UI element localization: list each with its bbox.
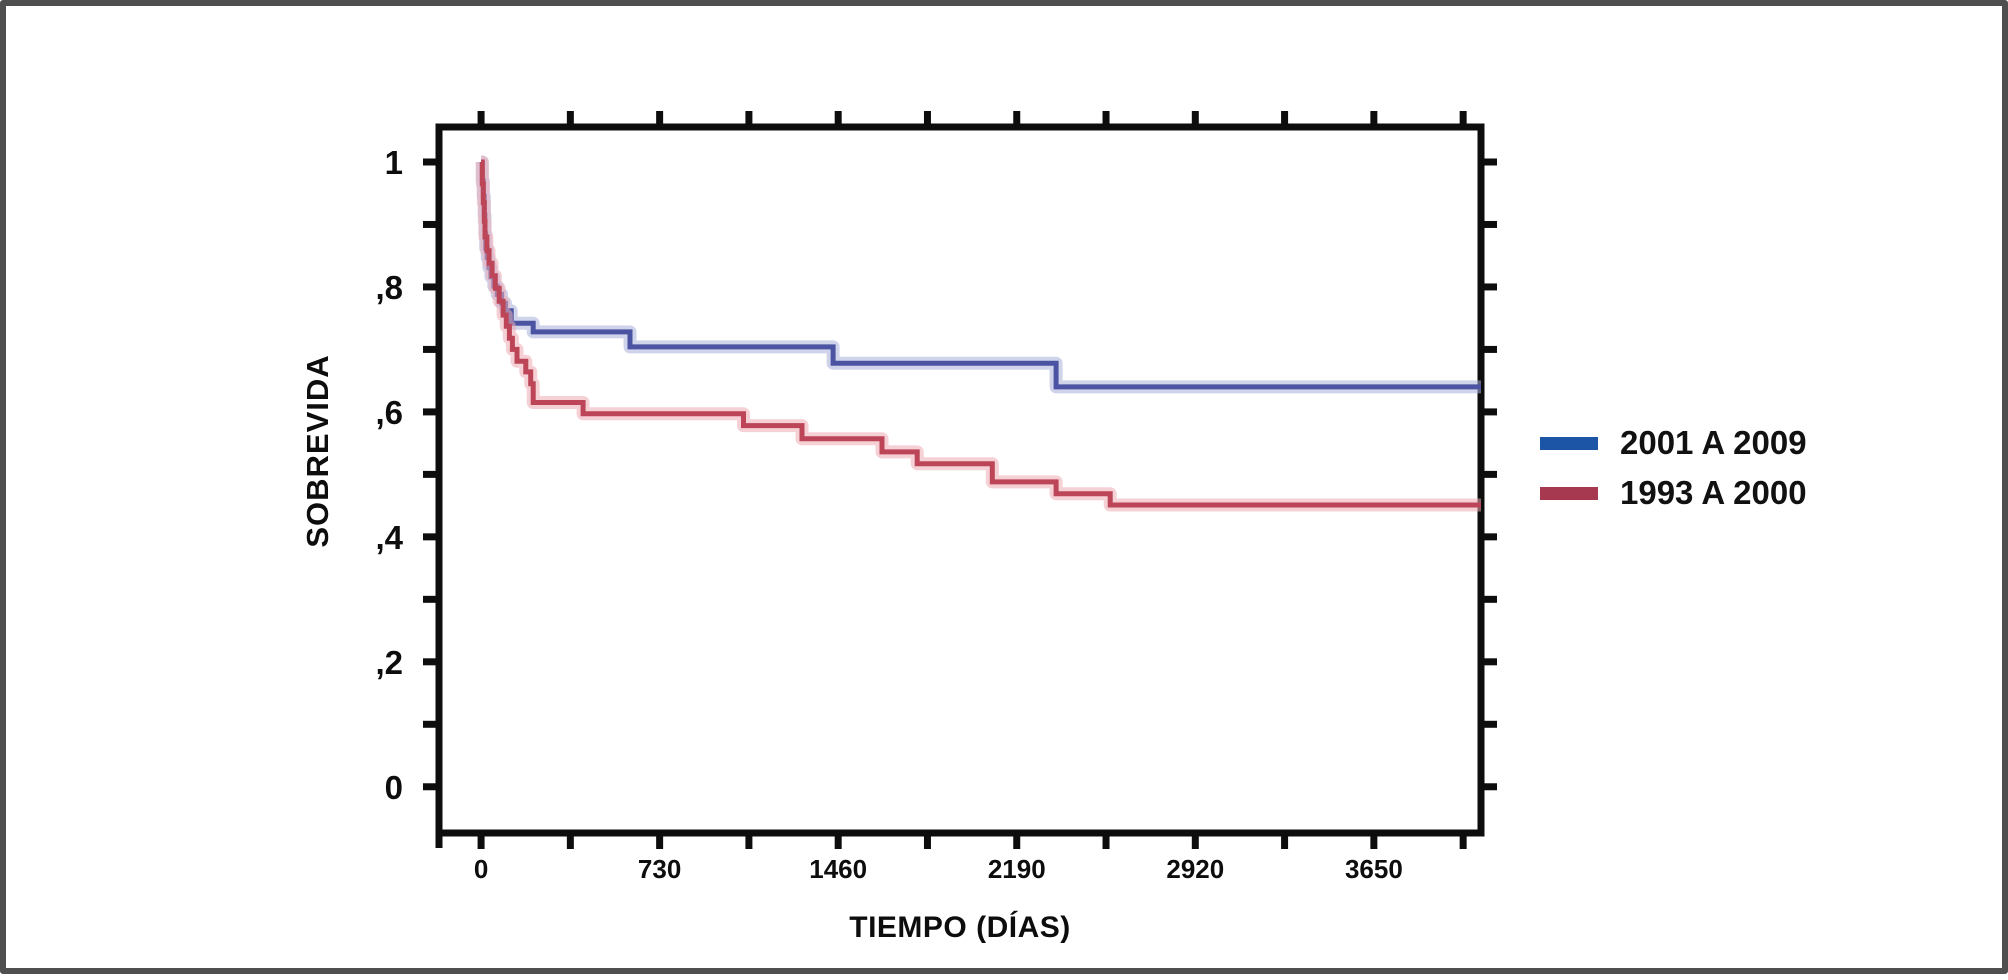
legend-item-1993-2000: 1993 A 2000 <box>1540 468 1807 518</box>
y-tick-label: 1 <box>385 144 403 181</box>
legend-item-2001-2009: 2001 A 2009 <box>1540 418 1807 468</box>
curve-1 <box>479 159 1481 508</box>
y-tick-label: ,2 <box>375 644 403 681</box>
x-tick-label: 2920 <box>1166 854 1224 884</box>
y-tick-label: ,6 <box>375 394 403 431</box>
x-tick-label: 3650 <box>1345 854 1403 884</box>
x-tick-label: 0 <box>474 854 488 884</box>
plot-box <box>435 123 1485 837</box>
survival-chart: 0 730 1460 2190 2920 3650 0 ,2 ,4 ,6 ,8 1 <box>375 111 1497 884</box>
legend: 2001 A 2009 1993 A 2000 <box>1540 418 1807 518</box>
y-axis-title: SOBREVIDA <box>300 354 335 548</box>
curve-halo-0 <box>475 155 1481 394</box>
legend-swatch-1993-2000 <box>1540 486 1598 500</box>
x-axis-title: TIEMPO (DÍAS) <box>849 911 1071 944</box>
y-tick-label: ,8 <box>375 269 403 306</box>
legend-label-1993-2000: 1993 A 2000 <box>1620 474 1807 511</box>
x-tick-label: 1460 <box>809 854 867 884</box>
x-tick-label: 730 <box>638 854 681 884</box>
legend-label-2001-2009: 2001 A 2009 <box>1620 424 1807 461</box>
y-tick-label: ,4 <box>375 519 403 556</box>
y-tick-label: 0 <box>385 769 403 806</box>
x-tick-label: 2190 <box>988 854 1046 884</box>
legend-swatch-2001-2009 <box>1540 436 1598 450</box>
